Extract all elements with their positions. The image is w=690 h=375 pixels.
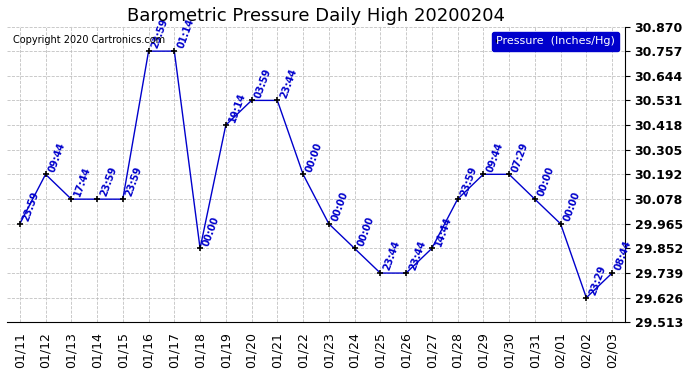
Title: Barometric Pressure Daily High 20200204: Barometric Pressure Daily High 20200204	[127, 7, 505, 25]
Text: 09:44: 09:44	[484, 141, 504, 173]
Text: Copyright 2020 Cartronics.com: Copyright 2020 Cartronics.com	[13, 35, 165, 45]
Text: 00:00: 00:00	[356, 215, 376, 248]
Text: 00:00: 00:00	[201, 215, 221, 248]
Text: 09:44: 09:44	[47, 141, 67, 173]
Text: 14:44: 14:44	[433, 215, 453, 248]
Text: 23:59: 23:59	[99, 165, 119, 198]
Text: 23:59: 23:59	[21, 190, 41, 223]
Text: 00:00: 00:00	[330, 190, 350, 223]
Text: 23:59: 23:59	[150, 18, 170, 50]
Text: 23:29: 23:29	[588, 264, 608, 297]
Text: 00:00: 00:00	[536, 165, 556, 198]
Text: 19:14: 19:14	[227, 92, 247, 124]
Text: 07:29: 07:29	[511, 141, 531, 173]
Text: 01:14: 01:14	[176, 18, 195, 50]
Text: 23:59: 23:59	[459, 165, 479, 198]
Text: 03:59: 03:59	[253, 67, 273, 99]
Text: 17:44: 17:44	[72, 165, 92, 198]
Text: 23:44: 23:44	[279, 67, 299, 99]
Text: 00:00: 00:00	[562, 190, 582, 223]
Text: 00:00: 00:00	[304, 141, 324, 173]
Text: 08:44: 08:44	[613, 239, 633, 272]
Text: 23:44: 23:44	[382, 239, 402, 272]
Legend: Pressure  (Inches/Hg): Pressure (Inches/Hg)	[492, 32, 620, 51]
Text: 23:44: 23:44	[407, 239, 427, 272]
Text: 23:59: 23:59	[124, 165, 144, 198]
